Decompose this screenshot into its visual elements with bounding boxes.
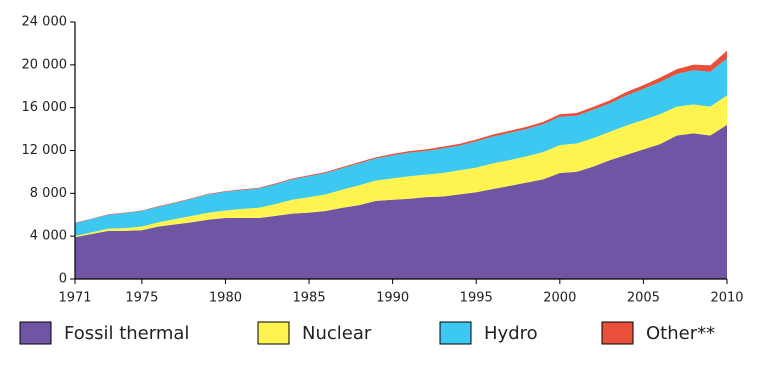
x-tick-label: 1975 bbox=[125, 291, 158, 306]
legend-label: Nuclear bbox=[302, 323, 372, 344]
x-tick-label: 1971 bbox=[58, 291, 91, 306]
x-tick-label: 1985 bbox=[293, 291, 326, 306]
area bbox=[75, 124, 727, 279]
legend-label: Other** bbox=[646, 323, 715, 344]
y-tick-label: 20 000 bbox=[22, 57, 68, 72]
y-tick-label: 4 000 bbox=[30, 229, 67, 244]
x-tick-label: 2000 bbox=[543, 291, 576, 306]
legend-swatch bbox=[19, 321, 52, 345]
legend-label: Hydro bbox=[484, 323, 538, 344]
x-tick-label: 1980 bbox=[209, 291, 242, 306]
legend-swatch bbox=[257, 321, 290, 345]
y-tick-label: 12 000 bbox=[22, 143, 68, 158]
legend-label: Fossil thermal bbox=[64, 323, 189, 344]
x-tick-label: 1995 bbox=[460, 291, 493, 306]
y-tick-label: 24 000 bbox=[22, 15, 68, 30]
y-tick-label: 0 bbox=[59, 272, 67, 287]
y-tick-label: 16 000 bbox=[22, 100, 68, 115]
legend-swatch bbox=[439, 321, 472, 345]
x-tick-label: 2005 bbox=[627, 291, 660, 306]
y-tick-label: 8 000 bbox=[30, 186, 67, 201]
area bbox=[75, 58, 727, 237]
legend-swatch bbox=[601, 321, 634, 345]
x-tick-label: 2010 bbox=[710, 291, 743, 306]
x-tick-label: 1990 bbox=[376, 291, 409, 306]
